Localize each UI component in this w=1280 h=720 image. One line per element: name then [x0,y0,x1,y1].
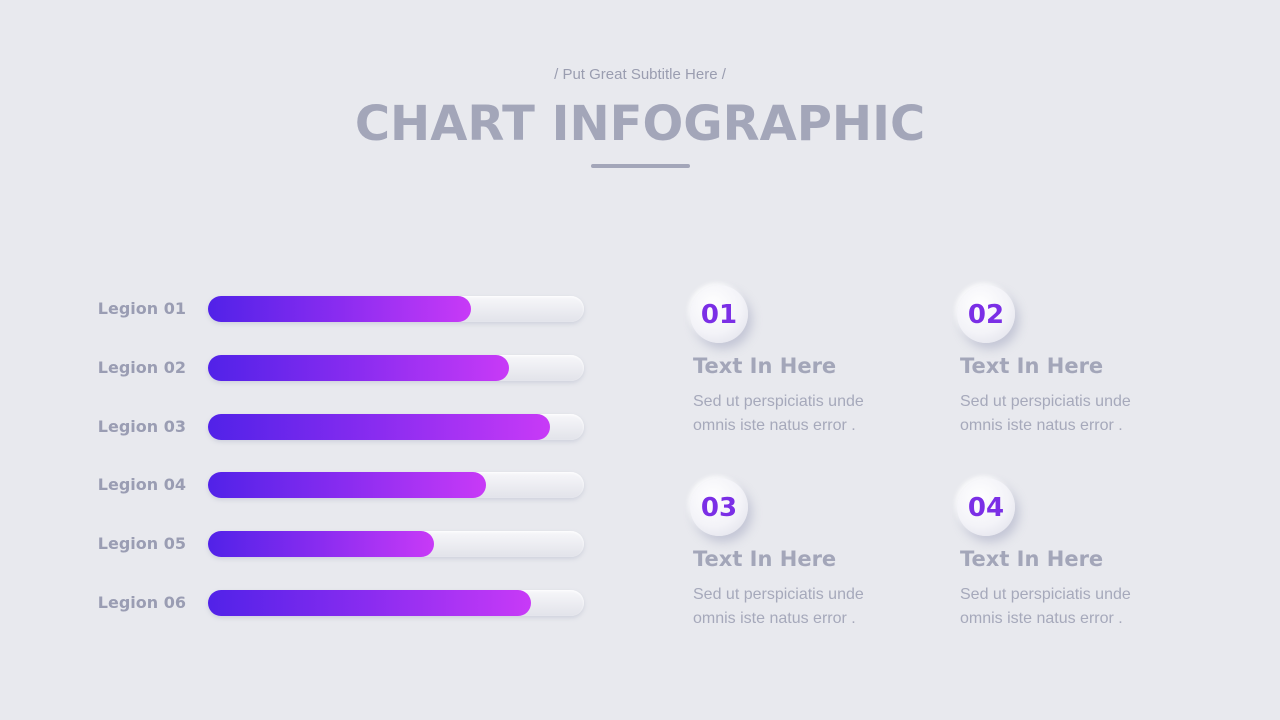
info-heading: Text In Here [693,547,837,571]
bar-row: Legion 02 [0,354,600,381]
bar-label: Legion 03 [97,416,186,436]
info-block-2: 02 Text In Here Sed ut perspiciatis unde… [957,285,1187,455]
bar [208,413,551,440]
page-subtitle: / Put Great Subtitle Here / [554,66,726,83]
page-title: CHART INFOGRAPHIC [354,96,926,152]
bar [208,472,487,499]
bar-row: Legion 06 [0,590,600,616]
number-text: 02 [967,300,1005,330]
number-text: 01 [700,300,738,330]
bar-label: Legion 01 [97,299,186,318]
bar-row: Legion 03 [0,413,600,440]
info-block-4: 04 Text In Here Sed ut perspiciatis unde… [957,478,1187,648]
bar [208,296,472,322]
bar-track [208,354,584,381]
info-body: Sed ut perspiciatis unde omnis iste natu… [960,586,1131,627]
bar-track [208,296,584,322]
number-text: 03 [700,493,738,523]
bar-row: Legion 01 [0,296,600,322]
number-badge: 01 [690,285,748,343]
info-heading: Text In Here [960,547,1104,571]
bar-label: Legion 02 [97,357,186,377]
bar [208,531,434,558]
info-body: Sed ut perspiciatis unde omnis iste natu… [693,586,864,627]
number-badge: 04 [957,478,1015,536]
info-block-1: 01 Text In Here Sed ut perspiciatis unde… [690,285,920,455]
number-badge: 03 [690,478,748,536]
bar-label: Legion 05 [97,534,186,554]
bar [208,590,532,616]
bar [208,354,509,381]
info-block-3: 03 Text In Here Sed ut perspiciatis unde… [690,478,920,648]
number-text: 04 [967,493,1005,523]
bar-track [208,413,584,440]
info-heading: Text In Here [960,354,1104,378]
bar-track [208,590,584,616]
info-body: Sed ut perspiciatis unde omnis iste natu… [693,393,864,434]
info-heading: Text In Here [693,354,837,378]
bar-track [208,531,584,558]
bar-track [208,472,584,499]
number-badge: 02 [957,285,1015,343]
bar-row: Legion 04 [0,472,600,499]
bar-label: Legion 04 [97,475,186,495]
info-body: Sed ut perspiciatis unde omnis iste natu… [960,393,1131,434]
bar-label: Legion 06 [97,593,186,612]
bar-row: Legion 05 [0,531,600,558]
title-underline [591,164,690,168]
